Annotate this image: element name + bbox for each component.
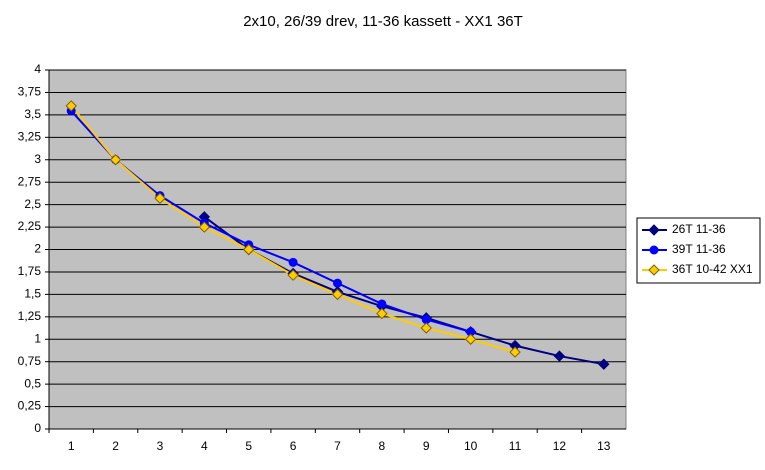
legend-marker: [649, 245, 659, 255]
legend-label: 39T 11-36: [672, 242, 726, 256]
legend-label: 36T 10-42 XX1: [672, 262, 753, 276]
data-point: [420, 322, 432, 334]
data-point: [198, 221, 211, 233]
x-tick-label: 13: [597, 439, 611, 453]
x-tick-label: 12: [553, 439, 567, 453]
y-tick-label: 0: [34, 421, 41, 435]
data-point: [288, 257, 298, 267]
y-tick-label: 0,5: [24, 376, 41, 390]
y-tick-label: 3,5: [24, 107, 41, 121]
y-tick-label: 2,25: [18, 219, 42, 233]
data-point: [377, 299, 387, 309]
x-tick-label: 9: [423, 439, 430, 453]
y-tick-label: 3,25: [18, 129, 42, 143]
x-tick-label: 4: [201, 439, 208, 453]
data-point: [154, 192, 166, 204]
data-point: [333, 278, 342, 288]
legend-label: 26T 11-36: [672, 222, 726, 236]
x-tick-label: 10: [464, 439, 478, 453]
x-tick-label: 2: [112, 439, 119, 453]
x-tick-label: 11: [509, 439, 522, 453]
y-tick-label: 2,5: [24, 197, 41, 211]
x-tick-label: 8: [379, 439, 386, 453]
data-point: [109, 154, 122, 166]
data-point: [287, 269, 299, 281]
legend-marker: [648, 264, 660, 276]
y-tick-label: 0,25: [18, 399, 42, 413]
y-tick-label: 1,25: [18, 309, 42, 323]
y-tick-label: 2,75: [18, 174, 42, 188]
y-tick-label: 0,75: [18, 354, 42, 368]
data-point: [243, 243, 255, 256]
x-tick-label: 3: [157, 439, 164, 453]
x-tick-label: 1: [68, 439, 75, 453]
x-tick-label: 5: [245, 439, 252, 453]
y-tick-label: 1,75: [18, 264, 42, 278]
y-tick-label: 3: [34, 152, 41, 166]
y-tick-label: 1: [34, 331, 41, 345]
x-tick-label: 7: [334, 439, 341, 453]
y-tick-label: 3,75: [18, 85, 42, 99]
data-point: [509, 346, 521, 358]
data-point: [598, 358, 610, 370]
data-point: [65, 100, 77, 112]
chart-title: 2x10, 26/39 drev, 11-36 kassett - XX1 36…: [243, 13, 523, 30]
data-point: [464, 333, 477, 345]
y-tick-label: 1,5: [24, 287, 41, 301]
data-point: [376, 307, 388, 320]
data-point: [331, 288, 344, 301]
x-tick-label: 6: [290, 439, 297, 453]
data-point: [553, 350, 566, 362]
y-tick-label: 4: [34, 62, 41, 76]
legend-marker: [648, 224, 660, 236]
y-tick-label: 2: [34, 242, 41, 256]
